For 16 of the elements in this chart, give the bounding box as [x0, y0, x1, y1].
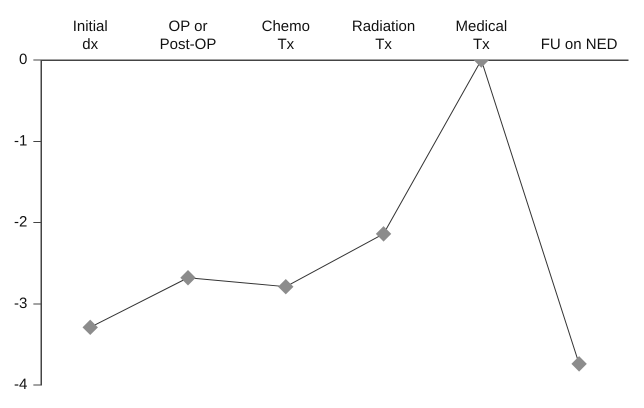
x-tick-label: Chemo Tx: [262, 18, 310, 54]
x-tick-label: Radiation Tx: [352, 18, 416, 54]
y-tick-label: 0: [18, 51, 28, 68]
y-tick-label: -2: [14, 214, 28, 231]
point: [376, 226, 392, 242]
x-tick-label: Medical Tx: [455, 18, 508, 54]
point: [572, 356, 587, 372]
x-tick-label: FU on NED: [540, 36, 618, 54]
point: [180, 270, 196, 286]
x-tick-label: Initial dx: [72, 18, 108, 54]
y-tick-label: -1: [14, 132, 28, 150]
point: [278, 279, 294, 294]
y-tick-label: -4: [14, 376, 28, 394]
x-tick-label: OP or Post-OP: [160, 18, 216, 54]
point: [82, 320, 98, 335]
y-tick-label: -3: [14, 294, 28, 312]
